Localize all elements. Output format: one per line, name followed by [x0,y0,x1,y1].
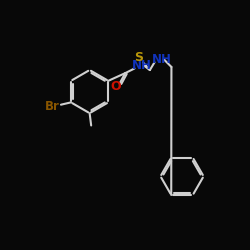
Text: O: O [110,80,120,93]
Text: Br: Br [45,100,60,113]
Text: NH: NH [132,59,151,72]
Text: S: S [134,51,143,64]
Text: NH: NH [152,53,171,66]
